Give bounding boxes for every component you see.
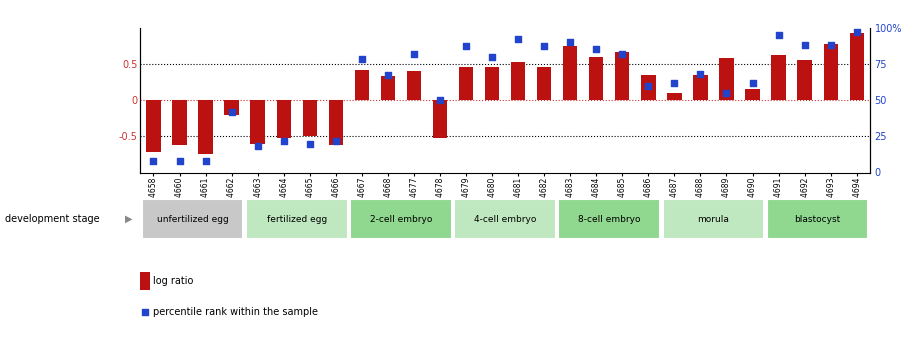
Bar [485, 68, 499, 100]
Point [355, 153, 370, 158]
Point [589, 47, 603, 52]
Point [225, 109, 239, 115]
Point [198, 158, 213, 164]
Point [615, 51, 630, 57]
FancyBboxPatch shape [766, 199, 869, 239]
Point [850, 29, 864, 35]
Point [771, 32, 786, 38]
Point [250, 144, 265, 149]
FancyBboxPatch shape [141, 199, 244, 239]
Bar [563, 46, 577, 100]
Point [172, 158, 187, 164]
Point [303, 141, 317, 146]
Point [146, 158, 160, 164]
Bar [250, 100, 265, 144]
Point [276, 138, 291, 144]
Point [746, 80, 760, 86]
Bar [797, 60, 812, 100]
Bar [719, 58, 734, 100]
Bar [589, 57, 603, 100]
Bar [693, 76, 708, 100]
Bar [746, 89, 760, 100]
Bar [303, 100, 317, 136]
Bar [172, 100, 187, 145]
Bar [407, 71, 421, 100]
FancyBboxPatch shape [454, 199, 556, 239]
Text: morula: morula [698, 215, 729, 224]
Text: development stage: development stage [5, 214, 99, 224]
Text: ▶: ▶ [125, 214, 132, 224]
Point [797, 42, 812, 48]
Text: percentile rank within the sample: percentile rank within the sample [153, 307, 318, 317]
Bar [276, 100, 291, 138]
Point [641, 83, 656, 88]
FancyBboxPatch shape [246, 199, 348, 239]
Text: 4-cell embryo: 4-cell embryo [474, 215, 536, 224]
FancyBboxPatch shape [558, 199, 660, 239]
Bar [771, 55, 786, 100]
Bar [381, 76, 395, 100]
FancyBboxPatch shape [350, 199, 452, 239]
Text: 2-cell embryo: 2-cell embryo [370, 215, 432, 224]
Point [824, 42, 838, 48]
Bar [140, 272, 149, 290]
Text: fertilized egg: fertilized egg [266, 215, 327, 224]
Point [485, 54, 499, 59]
Bar [511, 62, 525, 100]
Point [563, 39, 577, 45]
Bar [198, 100, 213, 155]
Text: blastocyst: blastocyst [795, 215, 841, 224]
Point [381, 73, 395, 78]
Bar [329, 100, 343, 145]
Point [511, 37, 525, 42]
Point [719, 90, 734, 96]
Point [667, 80, 681, 86]
Text: 8-cell embryo: 8-cell embryo [578, 215, 641, 224]
Point [407, 51, 421, 57]
Text: unfertilized egg: unfertilized egg [157, 215, 228, 224]
Point [433, 97, 448, 103]
Point [458, 44, 473, 49]
Point [329, 138, 343, 144]
Bar [824, 43, 838, 100]
Bar [850, 33, 864, 100]
Bar [615, 51, 630, 100]
Bar [146, 100, 160, 152]
Bar [667, 93, 681, 100]
Bar [458, 68, 473, 100]
Point [537, 44, 552, 49]
Bar [433, 100, 448, 138]
Bar [641, 76, 656, 100]
Bar [537, 68, 552, 100]
Bar [225, 100, 239, 115]
Bar [354, 70, 369, 100]
FancyBboxPatch shape [662, 199, 765, 239]
Point [354, 57, 369, 62]
Point [693, 71, 708, 77]
Text: log ratio: log ratio [153, 276, 194, 286]
